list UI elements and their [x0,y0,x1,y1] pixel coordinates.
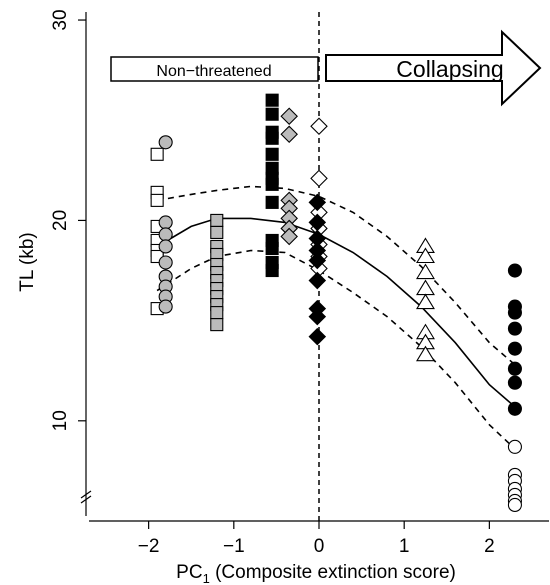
data-points [150,93,522,513]
fit-upper-ci [156,185,516,366]
point-square [265,195,279,209]
x-axis-title-subscript: 1 [203,571,210,585]
point-circle [507,321,522,336]
point-circle [158,299,173,314]
point-diamond [308,327,327,346]
point-square [210,213,224,227]
point-square [265,107,279,121]
y-tick-label: 20 [50,210,71,231]
point-circle [507,375,522,390]
x-tick-label: 0 [314,536,325,557]
point-square [150,147,164,161]
point-triangle [416,247,435,264]
point-circle [507,439,522,454]
point-circle [158,255,173,270]
x-ticks: −2 −1 0 1 2 [138,521,495,557]
point-diamond [308,307,327,326]
point-square [150,193,164,207]
point-circle [507,305,522,320]
point-diamond [280,227,298,246]
x-axis-title: PC1 (Composite extinction score) [176,562,456,585]
point-circle [507,401,522,416]
point-diamond [308,271,327,290]
point-circle [158,135,173,150]
x-tick-label: −2 [138,536,160,557]
x-axis-title-rest: (Composite extinction score) [210,562,456,583]
y-axis-break-mark [80,490,92,504]
x-tick-label: 1 [399,536,410,557]
non-threatened-box [110,56,319,82]
point-square [265,93,279,107]
point-circle [507,497,522,513]
point-square [210,318,224,332]
x-tick-label: −1 [223,536,245,557]
point-square [210,306,224,320]
point-triangle [416,263,435,280]
collapsing-arrow [325,29,542,107]
point-square [265,177,279,191]
point-diamond [310,117,328,136]
point-square [265,241,279,256]
point-diamond [308,193,327,212]
collapsing-label: Collapsing [396,56,503,82]
extinction-arrows: Non−threatened Collapsing [110,29,542,107]
point-triangle [416,293,435,310]
point-diamond [280,107,298,126]
y-tick-label: 10 [50,410,71,431]
x-axis-title-main: PC [176,562,202,583]
point-circle [158,215,173,230]
point-circle [158,227,173,242]
point-circle [507,341,522,356]
point-square [265,147,279,161]
point-circle [158,239,173,254]
x-tick-label: 2 [484,536,495,557]
point-circle [507,361,522,376]
y-tick-label: 30 [50,9,71,30]
point-triangle [416,345,435,362]
point-triangle [416,279,435,296]
point-diamond [308,251,327,270]
point-diamond [280,125,298,144]
point-square [265,263,279,278]
point-square [210,225,224,239]
point-square [265,131,279,145]
y-ticks: 10 20 30 [50,9,86,431]
y-axis-title: TL (kb) [17,232,38,291]
point-diamond [310,169,328,188]
non-threatened-label: Non−threatened [156,63,271,80]
point-circle [507,263,522,278]
